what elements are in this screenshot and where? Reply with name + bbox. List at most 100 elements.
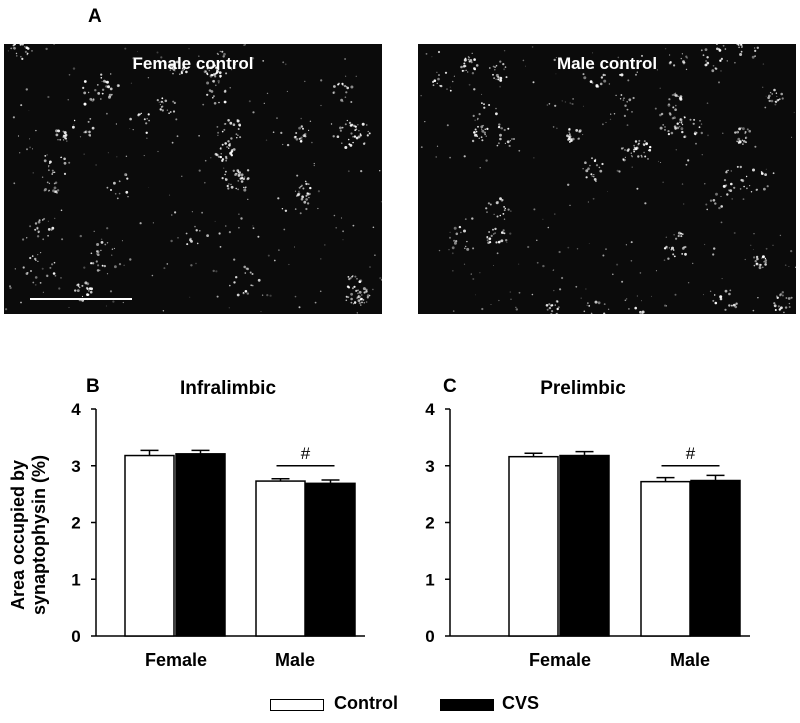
punctum [32,172,34,174]
punctum [145,131,148,134]
punctum [25,88,28,91]
punctum [485,135,487,137]
punctum [763,187,766,191]
punctum [345,91,348,94]
punctum [585,288,587,290]
punctum [455,232,459,236]
punctum [603,312,606,314]
punctum [273,259,276,262]
punctum [776,99,779,102]
chart-title: Prelimbic [540,378,626,399]
punctum [576,248,579,250]
punctum [467,71,469,73]
punctum [114,193,117,195]
punctum [750,244,752,246]
punctum [366,296,369,299]
punctum [755,188,758,191]
punctum [578,129,582,133]
punctum [92,98,95,100]
punctum [587,302,589,304]
punctum [314,301,317,304]
punctum [620,65,623,68]
punctum [362,287,366,291]
punctum [626,124,629,126]
punctum [790,250,793,253]
punctum [294,295,297,298]
punctum [233,281,236,284]
punctum [233,63,236,66]
punctum [164,99,168,103]
punctum [360,170,363,173]
punctum [87,120,90,123]
punctum [217,131,220,134]
punctum [637,143,640,146]
punctum [737,44,740,46]
punctum [451,252,454,255]
punctum [374,254,376,256]
punctum [216,69,219,71]
punctum [282,61,285,64]
punctum [440,84,443,88]
punctum [240,173,244,177]
category-label: Female [145,650,207,670]
punctum [83,131,85,134]
punctum [344,58,347,60]
punctum [284,209,288,212]
punctum [480,125,484,129]
punctum [236,137,238,139]
punctum [633,150,635,153]
punctum [320,79,323,82]
punctum [582,134,584,136]
punctum [72,67,76,70]
punctum [665,305,667,307]
punctum [577,137,580,140]
punctum [504,66,507,68]
punctum [511,138,513,140]
punctum [37,260,39,262]
punctum [773,88,776,92]
y-tick-label: 1 [425,570,434,589]
punctum [147,113,150,116]
punctum [463,263,466,265]
punctum [243,265,246,269]
punctum [345,299,348,302]
punctum [488,237,492,241]
punctum [94,89,97,92]
punctum [553,289,555,292]
punctum [552,126,555,128]
punctum [15,52,18,55]
punctum [610,113,612,115]
punctum [479,167,481,169]
punctum [788,266,790,267]
punctum [43,217,46,220]
punctum [238,213,240,215]
punctum [499,133,502,137]
punctum [209,66,213,70]
punctum [755,255,759,259]
punctum [492,233,495,235]
punctum [210,157,212,159]
punctum [60,277,62,279]
punctum [494,232,496,234]
punctum [345,295,348,298]
punctum [570,66,572,68]
punctum [436,82,438,85]
punctum [664,304,667,307]
punctum [774,100,777,103]
punctum [733,186,736,189]
punctum [776,295,778,297]
punctum [720,205,723,208]
punctum [367,130,369,133]
punctum [494,227,497,231]
punctum [204,181,206,184]
punctum [547,226,550,229]
punctum [100,73,103,76]
punctum [156,51,159,54]
punctum [673,64,676,67]
punctum [785,297,788,299]
punctum [237,134,239,136]
punctum [65,137,67,140]
punctum [499,214,502,217]
punctum [227,140,230,143]
punctum [244,176,246,178]
